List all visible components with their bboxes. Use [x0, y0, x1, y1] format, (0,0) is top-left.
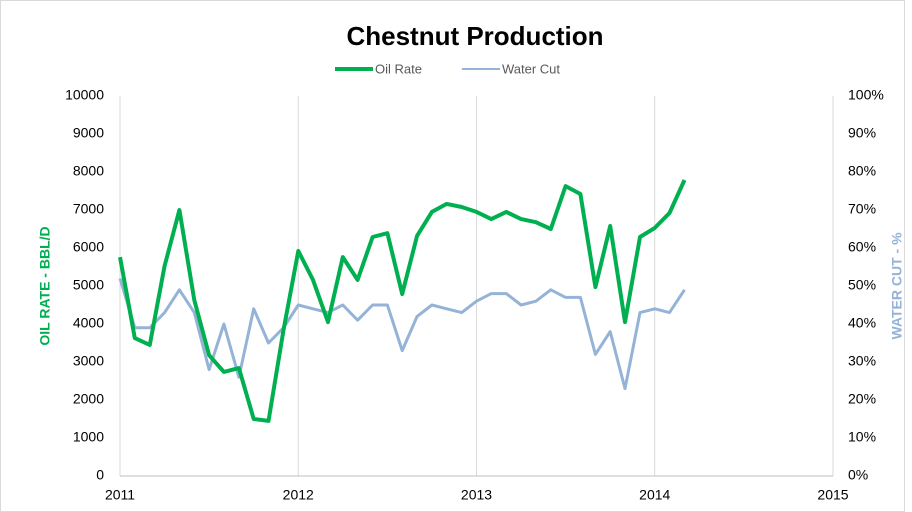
y2-tick-label: 10% [848, 429, 876, 445]
x-tick-label: 2011 [105, 487, 135, 503]
x-tick-label: 2013 [461, 487, 492, 503]
y2-tick-label: 30% [848, 353, 876, 369]
y-tick-label: 9000 [73, 125, 104, 141]
y-tick-label: 7000 [73, 201, 104, 217]
y-tick-label: 4000 [73, 315, 104, 331]
y2-tick-label: 100% [848, 87, 884, 103]
y2-tick-label: 60% [848, 239, 876, 255]
y2-tick-label: 90% [848, 125, 876, 141]
x-tick-label: 2014 [639, 487, 670, 503]
y2-tick-label: 40% [848, 315, 876, 331]
y2-tick-label: 50% [848, 277, 876, 293]
y-tick-label: 8000 [73, 163, 104, 179]
y-tick-label: 5000 [73, 277, 104, 293]
y-tick-label: 1000 [73, 429, 104, 445]
chart-title: Chestnut Production [346, 21, 603, 51]
y2-tick-label: 20% [848, 391, 876, 407]
legend-label: Oil Rate [375, 61, 422, 76]
x-tick-label: 2012 [283, 487, 314, 503]
legend-label: Water Cut [502, 61, 560, 76]
series-line [118, 179, 687, 423]
series-line [118, 277, 686, 391]
y2-tick-label: 80% [848, 163, 876, 179]
y-tick-label: 3000 [73, 353, 104, 369]
y2-tick-label: 70% [848, 201, 876, 217]
y2-tick-label: 0% [848, 467, 868, 483]
y-tick-label: 2000 [73, 391, 104, 407]
y-tick-label: 10000 [65, 87, 104, 103]
y-axis-title: OIL RATE - BBL/D [37, 226, 53, 345]
y2-axis-title: WATER CUT - % [889, 232, 905, 340]
y-tick-label: 0 [96, 467, 104, 483]
y-tick-label: 6000 [73, 239, 104, 255]
x-tick-label: 2015 [817, 487, 848, 503]
